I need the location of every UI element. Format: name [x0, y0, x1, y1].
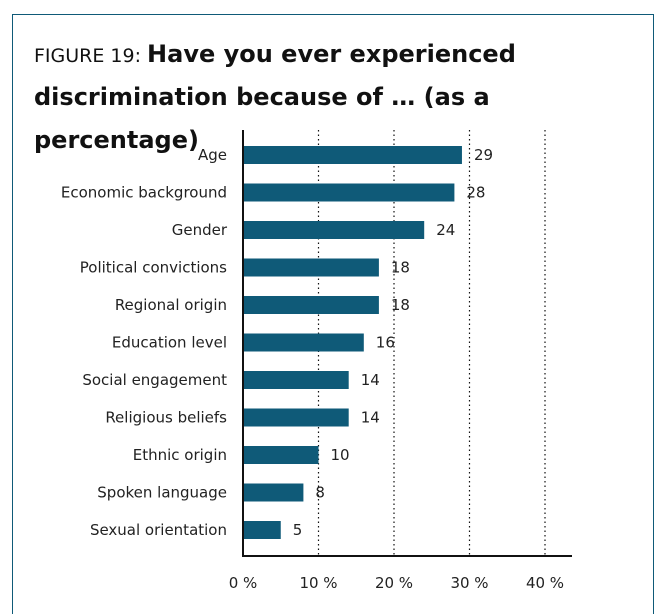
bar-1 — [243, 183, 455, 202]
value-label: 16 — [376, 334, 395, 352]
bar-7 — [243, 408, 349, 427]
category-label: Economic background — [61, 184, 227, 202]
value-label: 5 — [293, 521, 303, 539]
category-label: Sexual orientation — [90, 521, 227, 539]
category-label: Religious beliefs — [105, 409, 227, 427]
x-tick-label: 40 % — [526, 574, 564, 592]
category-label: Regional origin — [115, 296, 227, 314]
value-label: 18 — [391, 259, 410, 277]
bar-8 — [243, 446, 319, 464]
bar-0 — [243, 146, 462, 164]
category-label: Political convictions — [80, 259, 227, 277]
x-tick-label: 10 % — [299, 574, 337, 592]
value-label: 10 — [331, 446, 350, 464]
bar-9 — [243, 483, 304, 502]
bar-3 — [243, 258, 379, 277]
figure-label: FIGURE 19: — [34, 45, 148, 67]
bar-10 — [243, 521, 281, 539]
value-label: 14 — [361, 371, 380, 389]
category-label: Age — [198, 146, 227, 164]
x-tick-label: 20 % — [375, 574, 413, 592]
bar-5 — [243, 333, 364, 352]
category-label: Education level — [112, 334, 227, 352]
x-tick-label: 0 % — [229, 574, 258, 592]
figure-title: Have you ever experienced discrimination… — [34, 40, 516, 154]
category-label: Spoken language — [97, 484, 227, 502]
value-label: 14 — [361, 409, 380, 427]
value-label: 24 — [436, 221, 455, 239]
figure-title-block: FIGURE 19: Have you ever experienced dis… — [34, 34, 644, 163]
bar-6 — [243, 371, 349, 389]
bar-4 — [243, 296, 379, 314]
value-label: 28 — [466, 184, 485, 202]
category-label: Ethnic origin — [133, 446, 227, 464]
x-tick-label: 30 % — [450, 574, 488, 592]
value-label: 29 — [474, 146, 493, 164]
value-label: 18 — [391, 296, 410, 314]
bar-2 — [243, 221, 425, 239]
value-label: 8 — [315, 484, 325, 502]
category-label: Social engagement — [82, 371, 227, 389]
category-label: Gender — [172, 221, 228, 239]
